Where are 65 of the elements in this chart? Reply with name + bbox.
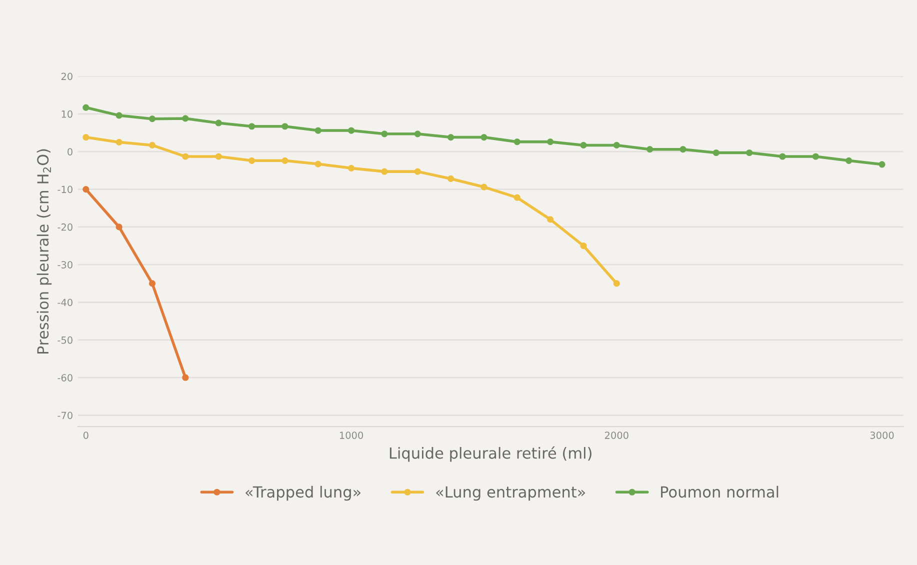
point xyxy=(447,134,454,141)
point xyxy=(547,216,554,223)
point xyxy=(514,138,520,146)
y-tick-label: -30 xyxy=(58,261,72,268)
y-tick-label: -40 xyxy=(58,298,72,306)
legend-label: «Lung entrapment» xyxy=(436,486,586,501)
point xyxy=(480,134,488,141)
y-tick-label: 0 xyxy=(68,148,72,156)
point xyxy=(846,157,852,164)
point xyxy=(82,104,90,111)
x-tick-label: 2000 xyxy=(604,432,628,439)
legend-label: «Trapped lung» xyxy=(246,486,360,501)
point xyxy=(613,280,620,287)
point xyxy=(447,175,454,182)
point xyxy=(746,149,753,156)
point xyxy=(314,127,322,134)
point xyxy=(182,374,189,381)
y-tick-label: -60 xyxy=(58,374,72,382)
point xyxy=(514,194,520,201)
point xyxy=(148,116,156,122)
y-tick-label: -70 xyxy=(58,412,72,420)
point xyxy=(613,142,620,149)
point xyxy=(215,153,222,160)
point xyxy=(712,149,720,156)
point xyxy=(282,157,288,164)
x-axis-title: Liquide pleurale retiré (ml) xyxy=(390,446,592,462)
point xyxy=(580,242,587,250)
point xyxy=(812,153,819,160)
point xyxy=(348,127,355,134)
point xyxy=(381,130,388,138)
point xyxy=(248,123,256,130)
point xyxy=(182,115,189,122)
point xyxy=(82,186,90,193)
y-axis-title: Pression pleurale (cm H$_{2}$O) xyxy=(36,149,52,354)
point xyxy=(248,157,256,164)
point xyxy=(215,120,222,126)
point xyxy=(116,112,122,119)
point xyxy=(779,153,786,160)
y-tick-label: -10 xyxy=(58,186,72,194)
point xyxy=(414,168,421,175)
point xyxy=(480,184,488,190)
point xyxy=(381,168,388,175)
point xyxy=(580,142,587,149)
point xyxy=(414,130,421,138)
point xyxy=(646,146,654,153)
point xyxy=(116,138,122,146)
point xyxy=(82,134,90,141)
legend-label: Poumon normal xyxy=(661,486,778,498)
x-tick-label: 1000 xyxy=(340,432,363,439)
y-tick-label: -20 xyxy=(58,223,72,231)
y-tick-label: 20 xyxy=(61,72,72,80)
y-tick-label: 10 xyxy=(62,110,72,118)
point xyxy=(116,224,122,230)
point xyxy=(182,153,189,160)
point xyxy=(148,142,156,149)
point xyxy=(878,161,886,168)
point xyxy=(680,146,686,153)
point xyxy=(348,164,355,172)
point xyxy=(314,160,322,168)
point xyxy=(282,123,288,130)
x-tick-label: 3000 xyxy=(870,432,894,439)
x-tick-label: 0 xyxy=(83,432,88,439)
point xyxy=(547,138,554,146)
point xyxy=(148,280,156,287)
y-tick-label: -50 xyxy=(58,336,72,344)
